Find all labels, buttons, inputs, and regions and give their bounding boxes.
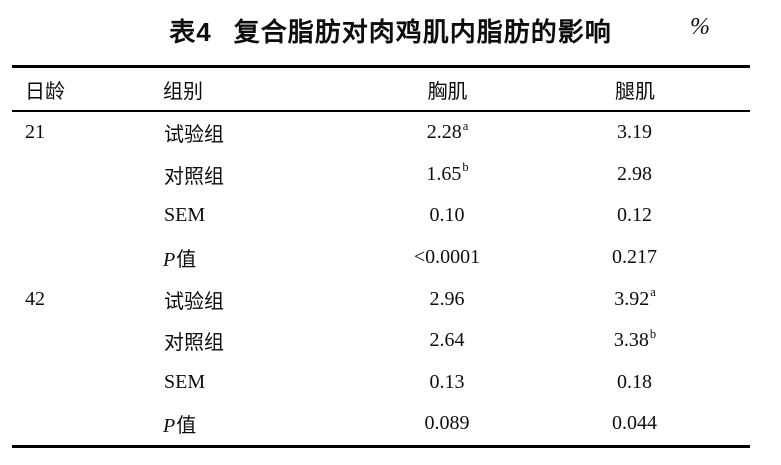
leg-value: 2.98 (617, 162, 652, 185)
leg-superscript: b (649, 326, 657, 341)
age-cell: 42 (25, 287, 45, 310)
header-breast: 胸肌 (427, 80, 468, 103)
group-cell: SEM (160, 204, 340, 227)
breast-value: 2.96 (429, 287, 465, 310)
header-leg: 腿肌 (615, 80, 655, 103)
breast-value: 0.089 (424, 412, 470, 435)
table-row: 对照组 1.65b 2.98 (12, 154, 750, 196)
group-cell: SEM (160, 371, 340, 394)
leg-value: 0.044 (612, 412, 657, 435)
group-cell: 对照组 (160, 160, 340, 189)
group-label: SEM (164, 204, 206, 227)
group-label: 对照组 (164, 332, 224, 355)
breast-cell: 2.64 (340, 329, 555, 352)
breast-cell: 0.13 (340, 371, 555, 394)
table-row: P值 0.089 0.044 (12, 403, 750, 445)
breast-value: 2.64 (429, 329, 465, 352)
table-row: 21 试验组 2.28a 3.19 (12, 112, 750, 154)
table-row: SEM 0.13 0.18 (12, 362, 750, 404)
unit-label: % (690, 14, 710, 40)
data-table: 日龄 组别 胸肌 腿肌 21 试验组 2.28a 3.19 对照组 1.65b … (12, 65, 750, 448)
table-body: 21 试验组 2.28a 3.19 对照组 1.65b 2.98 SEM 0.1… (12, 112, 750, 445)
breast-value: 0.10 (429, 204, 465, 227)
breast-cell: 1.65b (340, 160, 555, 186)
leg-cell: 3.19 (555, 121, 750, 144)
table-row: 42 试验组 2.96 3.92a (12, 278, 750, 320)
leg-cell: 3.92a (555, 285, 750, 311)
breast-cell: 0.089 (340, 412, 555, 435)
leg-cell: 0.217 (555, 246, 750, 269)
group-cell: P值 (160, 243, 340, 272)
leg-value: 3.19 (617, 121, 652, 144)
breast-value: 1.65 (426, 162, 462, 185)
breast-cell: 2.96 (340, 288, 555, 311)
table-header-row: 日龄 组别 胸肌 腿肌 (12, 68, 750, 112)
group-italic-prefix: P (163, 249, 176, 272)
table-row: P值 <0.0001 0.217 (12, 237, 750, 279)
group-label: 值 (176, 415, 197, 438)
breast-value: <0.0001 (413, 246, 481, 269)
leg-cell: 2.98 (555, 163, 750, 186)
age-cell: 21 (25, 121, 45, 144)
group-cell: 试验组 (160, 285, 340, 314)
breast-value: 2.28 (426, 121, 462, 144)
group-label: 值 (176, 249, 197, 272)
leg-value: 0.18 (617, 370, 652, 393)
breast-value: 0.13 (429, 370, 465, 393)
breast-cell: 0.10 (340, 204, 555, 227)
table-number: 表4 (169, 17, 212, 47)
group-label: SEM (164, 370, 206, 393)
group-italic-prefix: P (163, 415, 176, 438)
group-label: 对照组 (164, 165, 224, 188)
group-label: 试验组 (164, 124, 224, 147)
breast-superscript: a (462, 118, 469, 133)
table-row: 对照组 2.64 3.38b (12, 320, 750, 362)
leg-cell: 0.12 (555, 204, 750, 227)
group-cell: 试验组 (160, 118, 340, 147)
group-cell: P值 (160, 409, 340, 438)
table-caption: 表4 复合脂肪对肉鸡肌内脂肪的影响 (0, 12, 781, 49)
leg-cell: 0.18 (555, 371, 750, 394)
breast-superscript: b (462, 160, 469, 175)
leg-value: 3.38 (613, 329, 649, 352)
table-row: SEM 0.10 0.12 (12, 195, 750, 237)
group-label: 试验组 (164, 290, 224, 313)
header-group: 组别 (163, 80, 203, 103)
leg-cell: 0.044 (555, 412, 750, 435)
table-title: 复合脂肪对肉鸡肌内脂肪的影响 (233, 17, 612, 47)
breast-cell: <0.0001 (340, 246, 555, 269)
header-age: 日龄 (25, 80, 65, 103)
leg-value: 0.217 (612, 246, 657, 269)
leg-value: 3.92 (614, 287, 650, 310)
breast-cell: 2.28a (340, 118, 555, 144)
leg-cell: 3.38b (555, 326, 750, 352)
group-cell: 对照组 (160, 326, 340, 355)
leg-value: 0.12 (617, 204, 652, 227)
leg-superscript: a (650, 285, 656, 300)
